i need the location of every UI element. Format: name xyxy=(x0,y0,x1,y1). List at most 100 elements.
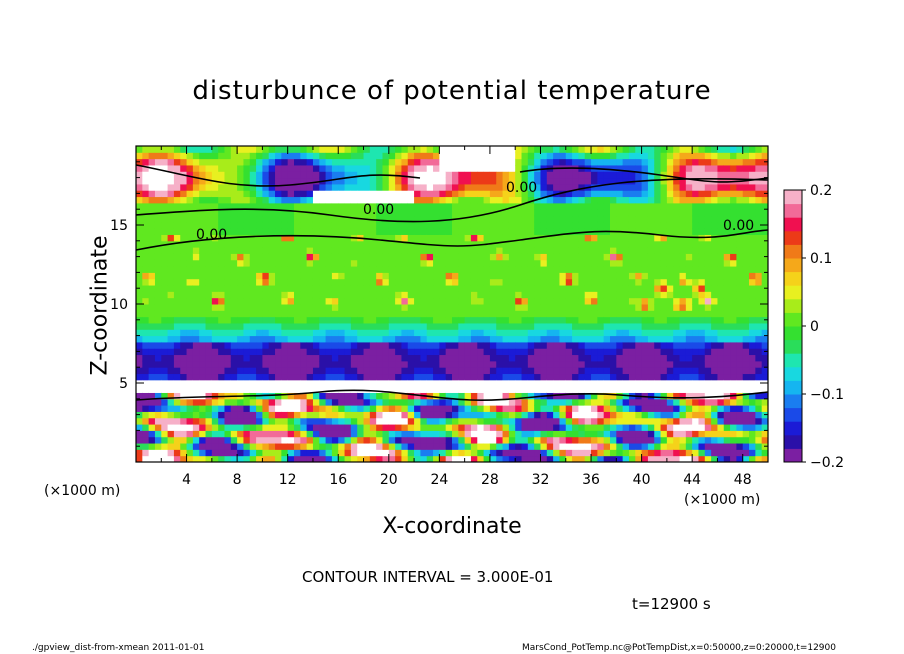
heatmap-cell xyxy=(344,335,352,343)
heatmap-cell xyxy=(546,405,554,412)
heatmap-cell xyxy=(572,221,579,229)
heatmap-cell xyxy=(755,278,763,286)
heatmap-cell xyxy=(142,329,150,337)
heatmap-cell xyxy=(306,341,314,349)
heatmap-cell xyxy=(458,291,466,299)
heatmap-cell xyxy=(294,398,301,406)
heatmap-cell xyxy=(553,354,560,362)
heatmap-cell xyxy=(521,272,529,280)
heatmap-cell xyxy=(452,190,459,198)
heatmap-cell xyxy=(477,266,485,273)
heatmap-cell xyxy=(470,335,478,343)
heatmap-cell xyxy=(199,221,207,229)
heatmap-cell xyxy=(628,291,636,299)
heatmap-cell xyxy=(515,310,523,318)
heatmap-cell xyxy=(306,392,314,400)
heatmap-cell xyxy=(540,373,548,381)
heatmap-cell xyxy=(161,386,169,393)
heatmap-cell xyxy=(660,259,668,267)
heatmap-cell xyxy=(186,291,194,299)
heatmap-cell xyxy=(749,297,756,305)
heatmap-cell xyxy=(578,348,586,356)
heatmap-cell xyxy=(275,177,282,185)
heatmap-cell xyxy=(287,335,295,343)
heatmap-cell xyxy=(711,455,718,463)
heatmap-cell xyxy=(186,304,194,311)
heatmap-cell xyxy=(496,221,504,229)
heatmap-cell xyxy=(192,335,200,343)
heatmap-cell xyxy=(180,183,188,191)
heatmap-cell xyxy=(736,234,744,242)
heatmap-cell xyxy=(426,430,434,438)
heatmap-cell xyxy=(230,348,238,356)
heatmap-cell xyxy=(161,354,169,362)
heatmap-cell xyxy=(173,360,181,368)
heatmap-cell xyxy=(717,329,725,337)
heatmap-cell xyxy=(452,430,459,438)
heatmap-cell xyxy=(565,354,573,362)
heatmap-cell xyxy=(458,177,466,185)
heatmap-cell xyxy=(331,335,339,343)
heatmap-cell xyxy=(603,322,611,330)
heatmap-cell xyxy=(262,202,270,210)
heatmap-cell xyxy=(173,436,181,444)
heatmap-cell xyxy=(666,152,674,160)
heatmap-cell xyxy=(192,341,200,349)
heatmap-cell xyxy=(142,392,150,400)
heatmap-cell xyxy=(685,278,693,286)
heatmap-cell xyxy=(395,304,402,311)
heatmap-cell xyxy=(376,234,383,242)
heatmap-cell xyxy=(470,278,478,286)
heatmap-cell xyxy=(205,449,213,457)
heatmap-cell xyxy=(628,278,636,286)
heatmap-cell xyxy=(243,171,251,179)
heatmap-cell xyxy=(382,215,390,223)
heatmap-cell xyxy=(180,411,188,419)
heatmap-cell xyxy=(692,152,699,160)
heatmap-cell xyxy=(420,322,428,330)
heatmap-cell xyxy=(395,240,402,248)
heatmap-cell xyxy=(736,430,744,438)
heatmap-cell xyxy=(338,253,346,261)
heatmap-cell xyxy=(654,272,662,280)
heatmap-cell xyxy=(350,316,358,324)
heatmap-cell xyxy=(711,360,718,368)
heatmap-cell xyxy=(439,209,447,217)
heatmap-cell xyxy=(306,417,314,425)
heatmap-cell xyxy=(527,253,535,261)
heatmap-cell xyxy=(287,152,295,160)
heatmap-cell xyxy=(199,417,207,425)
heatmap-cell xyxy=(199,436,207,444)
heatmap-cell xyxy=(584,329,592,337)
heatmap-cell xyxy=(591,316,598,324)
heatmap-cell xyxy=(540,297,548,305)
heatmap-cell xyxy=(306,158,314,166)
heatmap-cell xyxy=(565,285,573,292)
heatmap-cell xyxy=(211,240,219,248)
heatmap-cell xyxy=(426,158,434,166)
heatmap-cell xyxy=(136,449,143,457)
heatmap-cell xyxy=(553,234,560,242)
heatmap-cell xyxy=(628,228,636,235)
heatmap-cell xyxy=(154,215,162,223)
heatmap-cell xyxy=(331,215,339,223)
heatmap-cell xyxy=(363,417,371,425)
heatmap-cell xyxy=(578,297,586,305)
heatmap-cell xyxy=(711,386,718,393)
heatmap-cell xyxy=(395,177,402,185)
heatmap-cell xyxy=(628,329,636,337)
heatmap-cell xyxy=(414,424,421,431)
heatmap-cell xyxy=(407,196,415,204)
heatmap-cell xyxy=(186,247,194,254)
heatmap-cell xyxy=(401,354,409,362)
heatmap-cell xyxy=(338,304,346,311)
heatmap-cell xyxy=(230,266,238,273)
heatmap-cell xyxy=(350,266,358,273)
heatmap-cell xyxy=(540,329,548,337)
heatmap-cell xyxy=(578,398,586,406)
heatmap-cell xyxy=(350,215,358,223)
heatmap-cell xyxy=(136,164,143,172)
heatmap-cell xyxy=(287,405,295,412)
heatmap-cell xyxy=(275,304,282,311)
heatmap-cell xyxy=(256,304,263,311)
